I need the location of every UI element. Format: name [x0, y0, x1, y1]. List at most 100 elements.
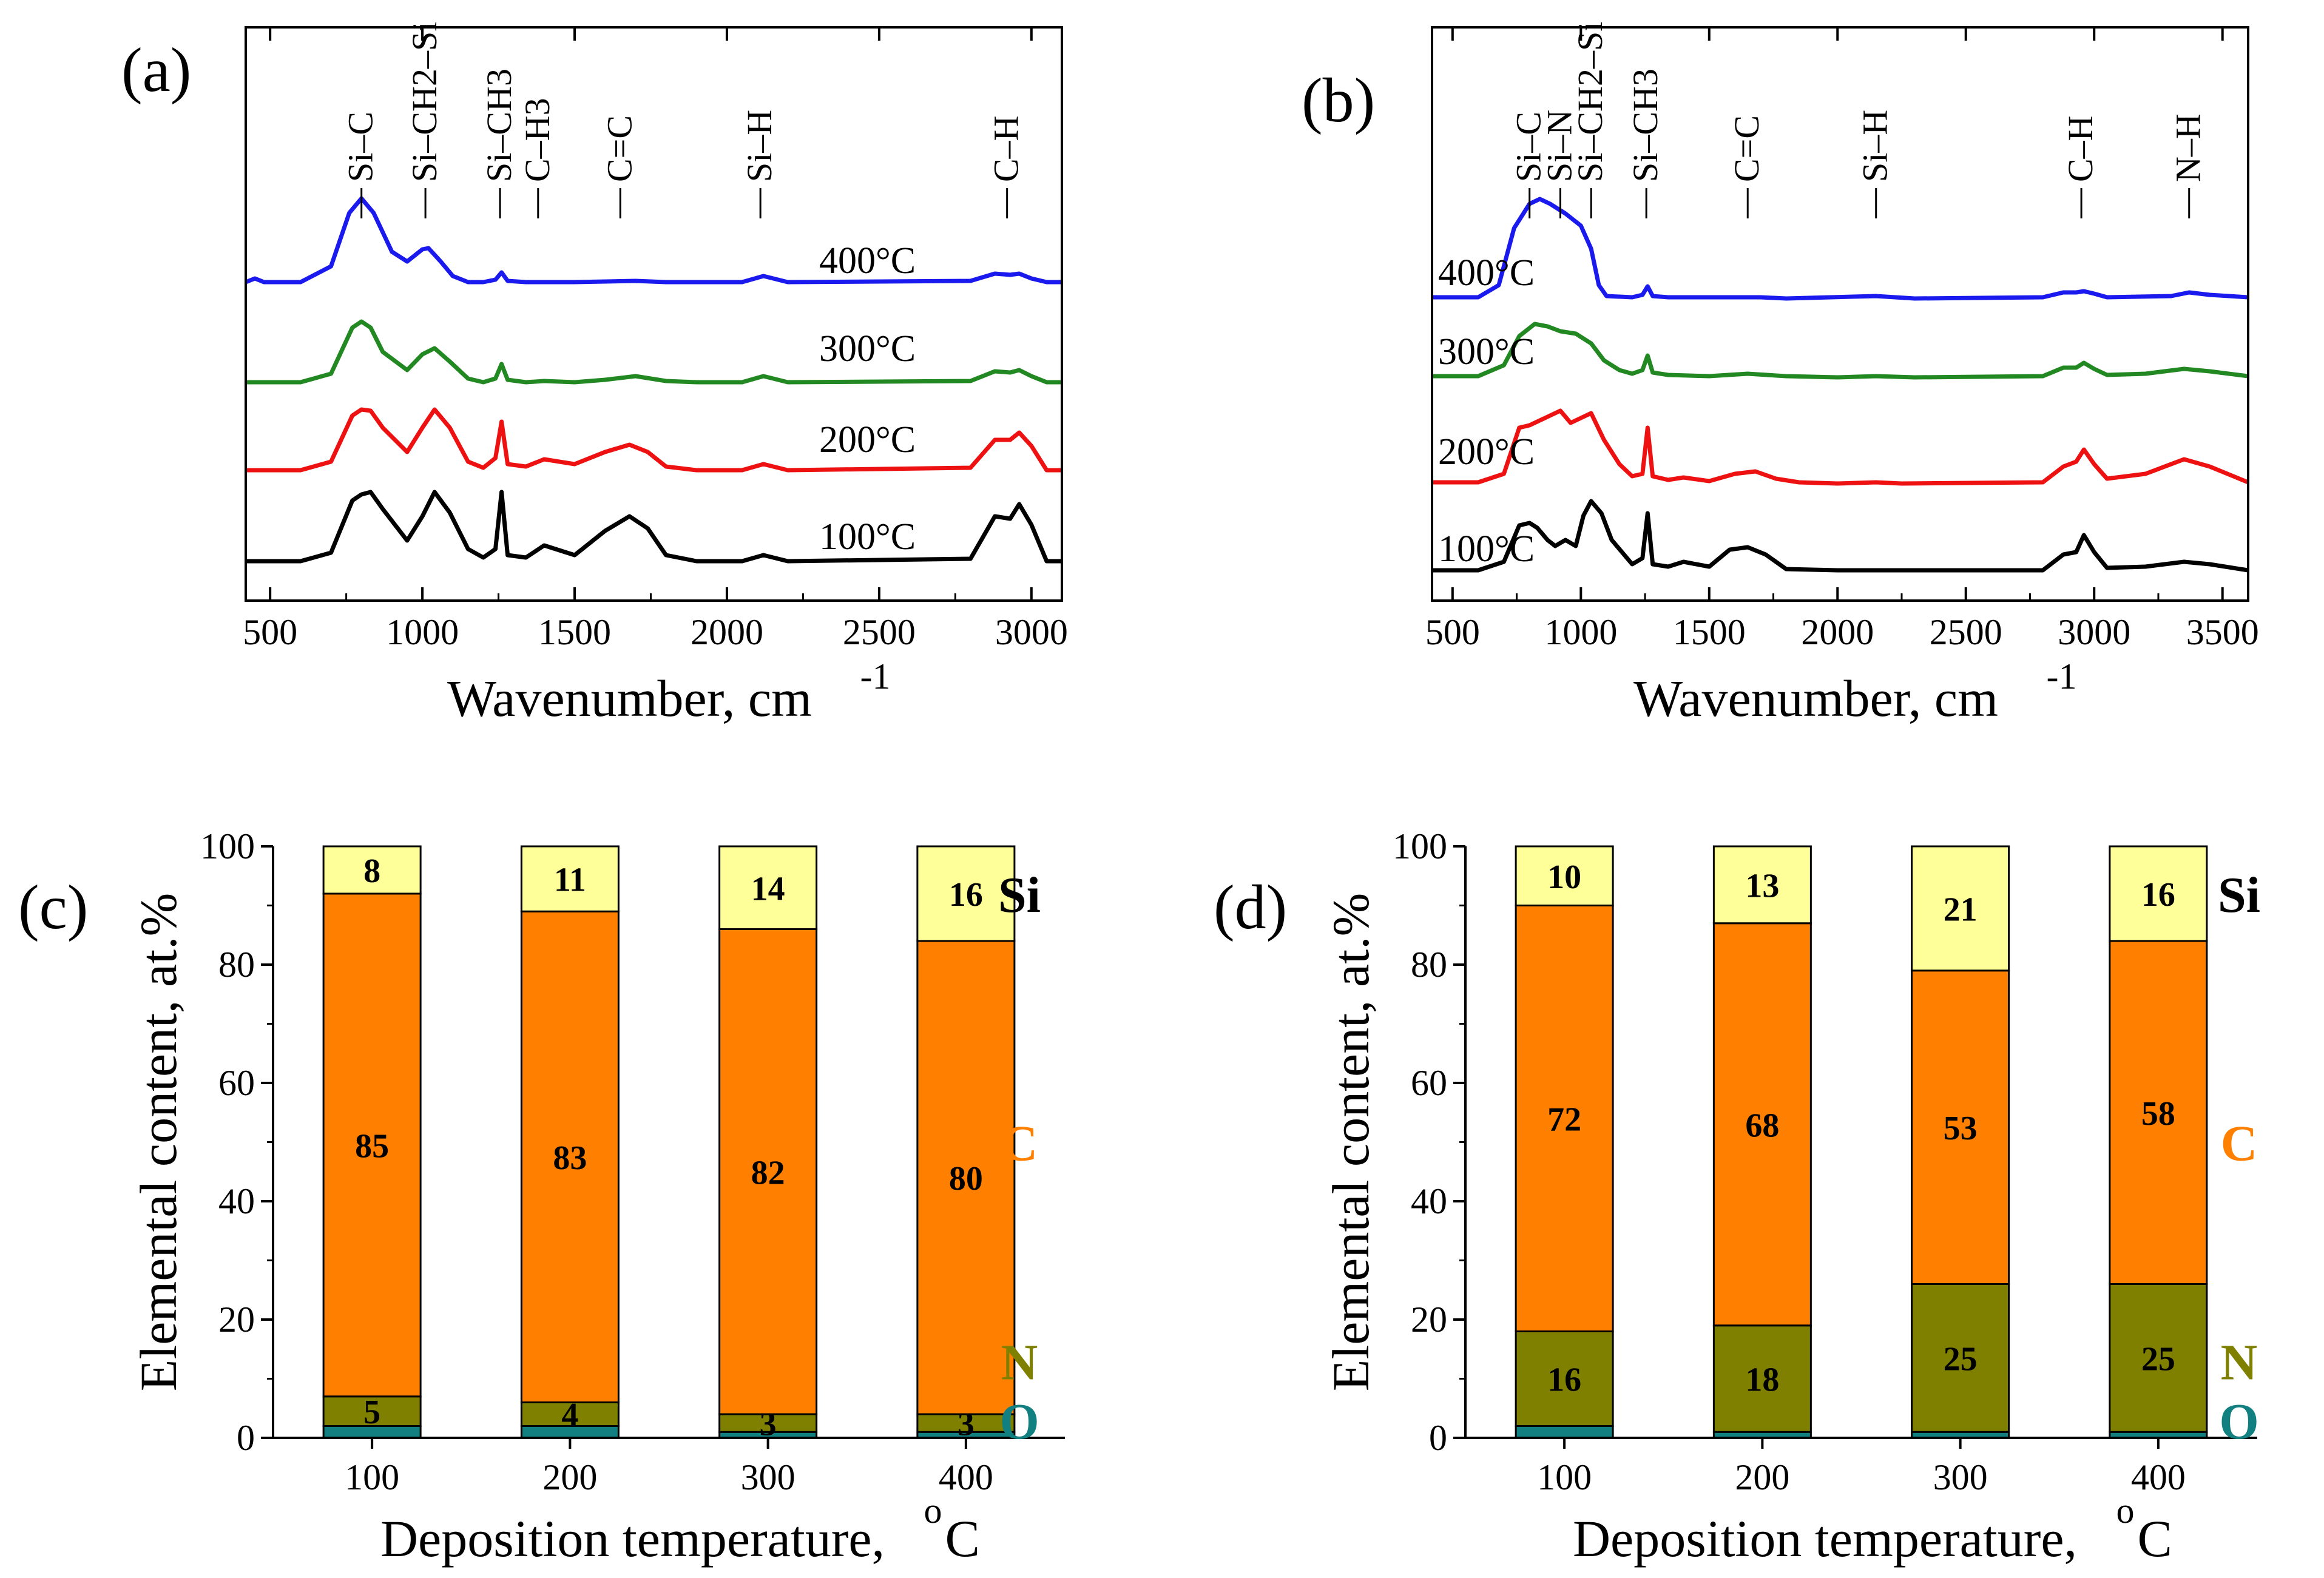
- x-tick-label: 200: [1735, 1457, 1789, 1497]
- x-axis-label-superscript: -1: [860, 656, 891, 696]
- bar-segment-Si: [718, 845, 818, 930]
- legend-Si: Si: [2218, 867, 2260, 923]
- bar-value-label: 16: [2141, 876, 2175, 914]
- x-tick-label: 100: [1537, 1457, 1592, 1497]
- peak-label: C=C: [1727, 115, 1766, 182]
- series-label: 300°C: [1438, 331, 1535, 373]
- series-line-100°C: [246, 490, 1062, 564]
- peak-label: Si–CH2–Si: [1570, 22, 1610, 182]
- peak-label: Si–H: [1856, 110, 1895, 182]
- bar-segment-C: [718, 928, 818, 1415]
- peak-label: C–H3: [518, 98, 557, 182]
- bar-segment-Si: [322, 845, 422, 895]
- x-tick-label: 500: [243, 612, 297, 652]
- bar-segment-Si: [1911, 845, 2010, 972]
- panel-label: (d): [1214, 872, 1287, 942]
- y-tick-label: 40: [1411, 1181, 1447, 1221]
- peak-label: C–H: [987, 115, 1026, 182]
- bar-segment-C: [2109, 940, 2208, 1285]
- x-tick-label: 1000: [1544, 612, 1617, 652]
- bar-segment-C: [1712, 922, 1812, 1327]
- plot-frame: [1431, 26, 2249, 602]
- x-tick-label: 3500: [2186, 612, 2259, 652]
- series-line-100°C: [1432, 499, 2249, 573]
- x-axis-label: Deposition temperature,: [380, 1509, 885, 1568]
- bar-value-label: 80: [949, 1160, 983, 1198]
- y-tick-label: 40: [218, 1181, 255, 1221]
- series-line-400°C: [245, 196, 1062, 285]
- panel-label: (b): [1302, 66, 1375, 135]
- bar-segment-N: [2109, 1283, 2208, 1433]
- bar-value-label: 53: [1944, 1110, 1978, 1147]
- y-tick-label: 60: [1411, 1063, 1447, 1103]
- x-axis-label-unit: C: [2138, 1509, 2172, 1568]
- peak-label: Si–CH2–Si: [405, 22, 444, 182]
- peak-label: Si–N: [1539, 110, 1579, 182]
- legend-O: O: [999, 1394, 1039, 1450]
- x-tick-label: 1000: [386, 612, 459, 652]
- bar-segment-N: [520, 1401, 620, 1427]
- y-tick-label: 0: [237, 1418, 255, 1458]
- peak-label: N–H: [2169, 113, 2208, 182]
- bar-segment-N: [322, 1395, 422, 1427]
- x-tick-label: 1500: [1673, 612, 1746, 652]
- bar-value-label: 14: [751, 870, 785, 908]
- series-line-300°C: [1432, 322, 2249, 380]
- spectrum-panel-1: (b) 100°C 200°C 300°C 400°C Si–CSi–NSi–CH2–Si…: [1302, 22, 2259, 727]
- bar-value-label: 13: [1745, 867, 1779, 905]
- bar-value-label: 72: [1547, 1101, 1581, 1139]
- bar-value-label: 16: [949, 876, 983, 914]
- legend-N: N: [2221, 1334, 2258, 1391]
- x-tick-label: 300: [741, 1457, 795, 1497]
- series-label: 400°C: [819, 240, 916, 282]
- series-label: 100°C: [819, 516, 916, 558]
- bar-segment-Si: [1515, 845, 1614, 906]
- bar-value-label: 68: [1745, 1107, 1779, 1144]
- bar-value-label: 85: [355, 1127, 389, 1165]
- x-tick-label: 3000: [995, 612, 1068, 652]
- legend-C: C: [1001, 1116, 1038, 1172]
- peak-label: Si–H: [740, 110, 779, 182]
- y-tick-label: 20: [1411, 1300, 1447, 1340]
- bar-segment-Si: [520, 845, 620, 912]
- peak-label: C–H: [2061, 115, 2100, 182]
- series-label: 300°C: [819, 328, 916, 369]
- y-axis-label: Elemental content, at.%: [129, 893, 187, 1391]
- bar-segment-Si: [916, 845, 1016, 942]
- x-axis-label-superscript: o: [2116, 1491, 2135, 1531]
- bar-value-label: 25: [1944, 1340, 1978, 1378]
- x-tick-label: 200: [542, 1457, 597, 1497]
- bar-segment-N: [916, 1413, 1016, 1433]
- plot-frame: [245, 26, 1063, 602]
- bar-panel-2: (c)5858100483112003821430038016400020406…: [18, 826, 1065, 1568]
- bar-segment-N: [1911, 1283, 2010, 1433]
- bar-value-label: 5: [363, 1394, 380, 1431]
- x-tick-label: 2000: [691, 612, 763, 652]
- x-tick-label: 2500: [1930, 612, 2002, 652]
- x-tick-label: 2000: [1801, 612, 1874, 652]
- panel-label: (c): [18, 872, 88, 942]
- y-tick-label: 20: [218, 1300, 255, 1340]
- peak-label: Si–C: [1509, 112, 1549, 182]
- y-tick-label: 60: [218, 1063, 255, 1103]
- peak-label: Si–CH3: [479, 69, 519, 182]
- bar-segment-C: [322, 892, 422, 1398]
- bar-value-label: 8: [363, 852, 380, 890]
- bar-segment-N: [1515, 1330, 1614, 1427]
- x-axis-label-superscript: o: [924, 1491, 942, 1531]
- bar-value-label: 21: [1944, 891, 1978, 928]
- series-label: 200°C: [1438, 431, 1535, 473]
- series-label: 200°C: [819, 419, 916, 460]
- bar-value-label: 11: [554, 861, 586, 899]
- y-tick-label: 80: [218, 945, 255, 985]
- x-axis-label: Deposition temperature,: [1573, 1509, 2077, 1568]
- y-tick-label: 0: [1429, 1418, 1447, 1458]
- series-label: 100°C: [1438, 528, 1535, 570]
- series-line-300°C: [246, 319, 1062, 385]
- legend-N: N: [1001, 1334, 1038, 1391]
- x-tick-label: 2500: [843, 612, 916, 652]
- bar-value-label: 16: [1547, 1361, 1581, 1399]
- peak-label: Si–CH3: [1626, 69, 1665, 182]
- y-tick-label: 100: [200, 826, 255, 866]
